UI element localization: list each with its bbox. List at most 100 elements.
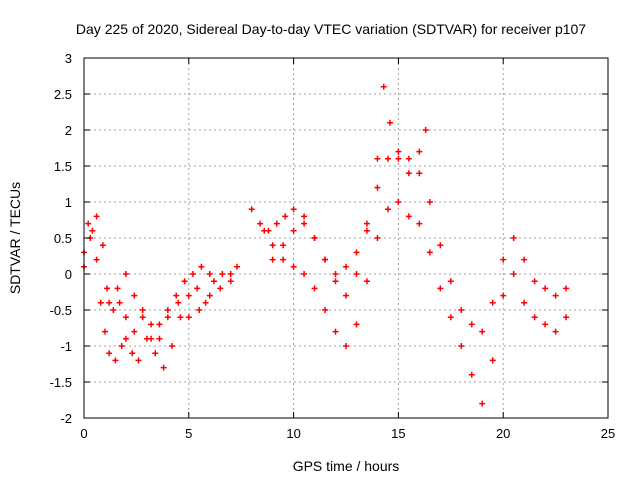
data-point	[173, 292, 180, 299]
data-point	[280, 242, 287, 249]
data-point	[458, 343, 465, 349]
x-tick-label: 0	[80, 426, 87, 441]
data-point	[479, 400, 486, 407]
data-point	[500, 256, 507, 263]
data-point	[196, 307, 203, 313]
data-point	[106, 299, 113, 306]
data-point	[152, 350, 159, 357]
data-point	[542, 285, 549, 292]
data-point	[405, 155, 412, 162]
data-point	[437, 285, 444, 292]
chart-title: Day 225 of 2020, Sidereal Day-to-day VTE…	[76, 21, 586, 37]
x-tick-label: 15	[391, 426, 405, 441]
data-point	[269, 256, 276, 263]
data-point	[93, 213, 100, 220]
data-point	[189, 271, 196, 277]
data-point	[114, 285, 121, 292]
data-point	[510, 235, 517, 241]
data-point	[139, 307, 146, 313]
data-point	[206, 292, 213, 299]
data-point	[311, 235, 318, 241]
data-point	[227, 271, 234, 277]
data-point	[116, 299, 123, 306]
axis-ticks	[83, 57, 609, 419]
data-point	[219, 271, 226, 277]
series-track-e	[261, 199, 570, 407]
data-point	[387, 119, 394, 126]
data-point	[416, 170, 423, 177]
data-point	[181, 278, 188, 285]
series-track-b	[81, 213, 241, 342]
data-point	[280, 256, 287, 263]
data-point	[227, 278, 234, 285]
data-point	[273, 220, 280, 227]
data-point	[202, 299, 209, 306]
data-point	[374, 235, 381, 241]
data-point	[164, 307, 171, 313]
data-point	[353, 321, 360, 328]
y-tick-label: -1	[60, 339, 72, 354]
data-point	[521, 256, 528, 263]
data-point	[206, 271, 213, 277]
data-point	[395, 199, 402, 205]
data-point	[160, 364, 167, 371]
data-point	[148, 321, 155, 328]
data-point	[185, 292, 192, 299]
data-point	[552, 292, 559, 299]
data-point	[175, 299, 182, 306]
data-point	[112, 357, 119, 364]
data-point	[363, 278, 370, 285]
data-point	[384, 206, 391, 213]
data-point	[510, 271, 517, 277]
x-axis-label: GPS time / hours	[293, 458, 400, 474]
data-point	[479, 328, 486, 335]
data-point	[552, 328, 559, 335]
data-point	[447, 278, 454, 285]
data-point	[106, 350, 113, 357]
x-tick-label: 5	[185, 426, 192, 441]
data-point	[210, 278, 217, 285]
data-point	[343, 343, 349, 349]
y-tick-label: 1	[65, 195, 72, 210]
data-point	[148, 335, 155, 342]
data-point	[104, 285, 111, 292]
y-tick-label: -0.5	[50, 303, 72, 318]
y-tick-label: -1.5	[50, 375, 72, 390]
data-point	[301, 271, 308, 277]
y-tick-label: 3	[65, 51, 72, 66]
data-point	[131, 328, 138, 335]
data-point	[426, 199, 433, 205]
data-point	[169, 343, 176, 349]
data-point	[122, 314, 129, 321]
y-tick-label: -2	[60, 411, 72, 426]
y-axis-label: SDTVAR / TECUs	[7, 182, 23, 294]
data-point	[177, 314, 184, 321]
data-point	[489, 299, 496, 306]
data-point	[156, 321, 163, 328]
data-point	[97, 299, 104, 306]
data-point	[416, 148, 423, 155]
data-point	[531, 314, 538, 321]
data-point	[164, 314, 171, 321]
y-tick-label: 2.5	[54, 87, 72, 102]
data-point	[416, 220, 423, 227]
data-point	[282, 213, 289, 220]
data-point	[458, 307, 465, 313]
data-point	[290, 263, 297, 270]
data-point	[384, 155, 391, 162]
data-point	[311, 285, 318, 292]
data-point	[135, 357, 142, 364]
data-point	[322, 256, 329, 263]
x-tick-label: 20	[496, 426, 510, 441]
data-point	[290, 206, 297, 213]
data-point	[122, 271, 129, 277]
x-tick-label: 25	[601, 426, 615, 441]
data-point	[322, 307, 329, 313]
data-point	[363, 220, 370, 227]
data-point	[405, 213, 412, 220]
data-point	[353, 249, 360, 256]
data-point	[248, 206, 255, 213]
data-point	[89, 227, 96, 234]
data-point	[129, 350, 136, 357]
data-point	[234, 263, 241, 270]
